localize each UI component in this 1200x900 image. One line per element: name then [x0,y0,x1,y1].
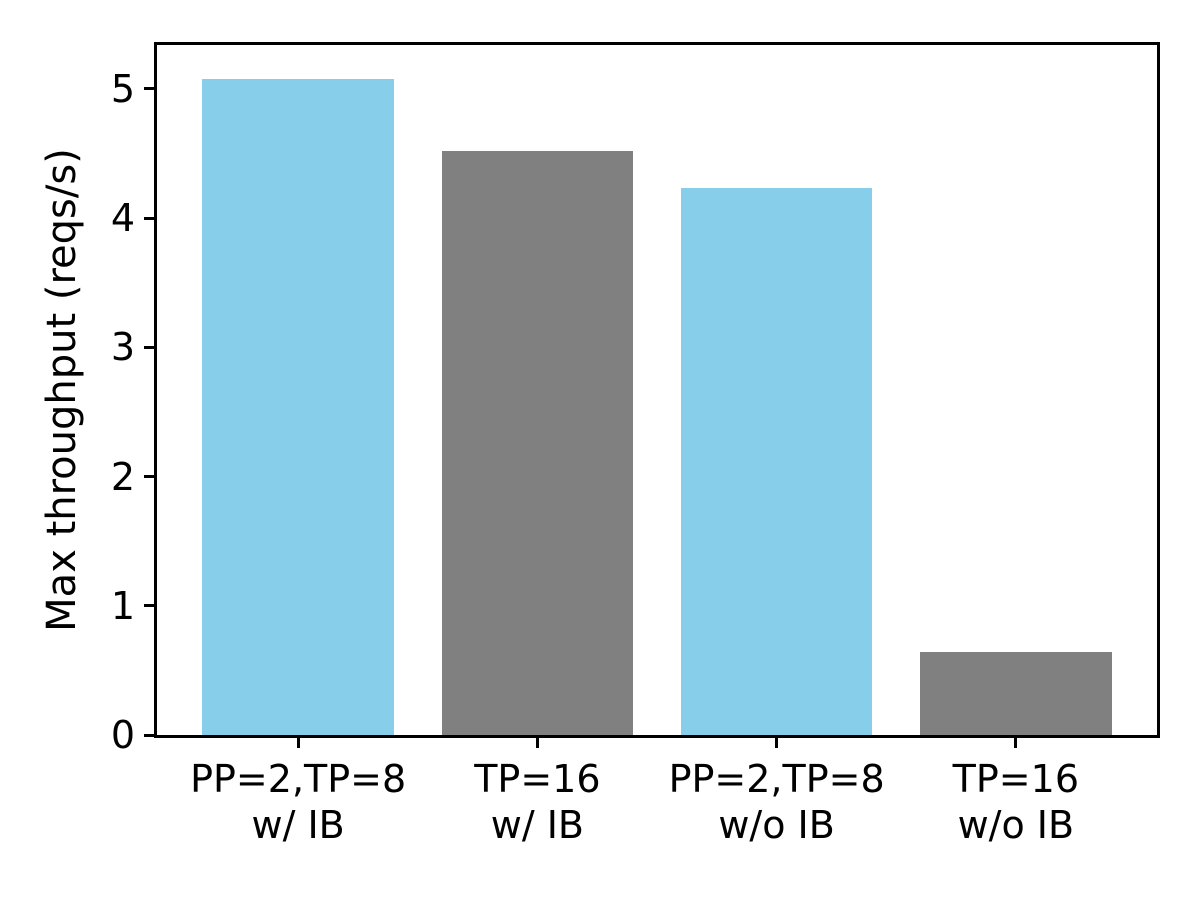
x-tick-label: PP=2,TP=8 w/ IB [190,757,407,847]
bar-1 [441,150,634,735]
x-tick-mark [775,735,779,748]
y-tick-label: 1 [110,583,135,628]
y-tick-label: 0 [110,713,135,757]
y-tick-mark [144,733,157,737]
y-tick-label: 5 [110,66,135,111]
x-tick-label: TP=16 w/ IB [474,757,601,847]
bar-0 [202,78,394,735]
x-tick-label: TP=16 w/o IB [952,757,1080,847]
bar-2 [680,188,873,735]
y-tick-label: 2 [110,454,135,499]
y-tick-mark [144,216,157,220]
y-tick-label: 3 [110,325,135,370]
x-tick-label: PP=2,TP=8 w/o IB [668,757,885,847]
x-tick-mark [1014,735,1018,748]
y-tick-mark [144,604,157,608]
x-tick-mark [535,735,539,748]
bar-3 [920,652,1112,735]
y-tick-mark [144,475,157,479]
y-tick-mark [144,87,157,91]
y-tick-label: 4 [110,196,135,241]
y-tick-mark [144,345,157,349]
x-tick-mark [296,735,300,748]
